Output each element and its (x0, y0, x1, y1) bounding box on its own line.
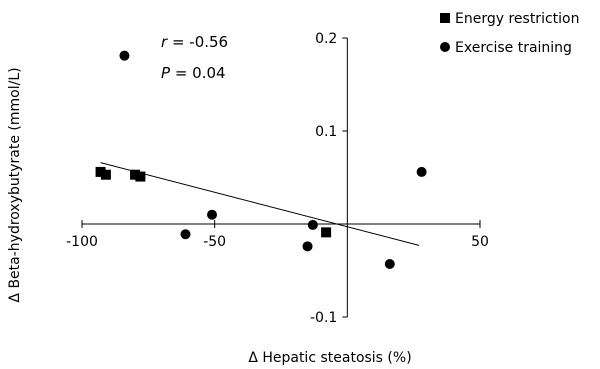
y-tick-label: -0.1 (310, 310, 337, 326)
r-annotation: r = -0.56 (161, 33, 228, 51)
energy-restriction-point (321, 227, 332, 238)
exercise-training-point (119, 50, 130, 61)
r-symbol: r (161, 33, 168, 51)
p-value: = 0.04 (170, 64, 226, 82)
y-axis-label: Δ Beta-hydroxybutyrate (mmol/L) (7, 67, 23, 302)
energy-restriction-point (130, 169, 141, 180)
energy-restriction-point (135, 171, 146, 182)
p-annotation: P = 0.04 (161, 64, 226, 82)
legend-square-marker (440, 13, 450, 23)
exercise-training-point (207, 209, 218, 220)
data-points (95, 50, 427, 269)
tick-labels: -100 -50 50 -0.1 0.1 0.2 (66, 31, 489, 326)
x-tick-label: 50 (471, 234, 489, 250)
trendline (100, 162, 420, 246)
y-tick-label: 0.2 (315, 31, 337, 47)
y-tick-label: 0.1 (315, 124, 337, 140)
x-axis-label: Δ Hepatic steatosis (%) (248, 350, 411, 366)
energy-restriction-point (95, 166, 106, 177)
x-tick-label: -100 (66, 234, 98, 250)
energy-restriction-point (100, 169, 111, 180)
legend-circle-marker (440, 42, 450, 52)
legend-label-energy-restriction: Energy restriction (455, 11, 579, 27)
exercise-training-point (302, 241, 313, 252)
trendline-group (100, 162, 420, 246)
axes (81, 37, 481, 318)
r-value: = -0.56 (167, 33, 228, 51)
exercise-training-point (384, 258, 395, 269)
x-tick-label: -50 (203, 234, 226, 250)
exercise-training-point (416, 166, 427, 177)
exercise-training-point (180, 229, 191, 240)
legend: Energy restriction Exercise training (440, 11, 579, 56)
legend-label-exercise-training: Exercise training (455, 40, 572, 56)
exercise-training-point (307, 219, 318, 230)
p-symbol: P (161, 64, 171, 82)
